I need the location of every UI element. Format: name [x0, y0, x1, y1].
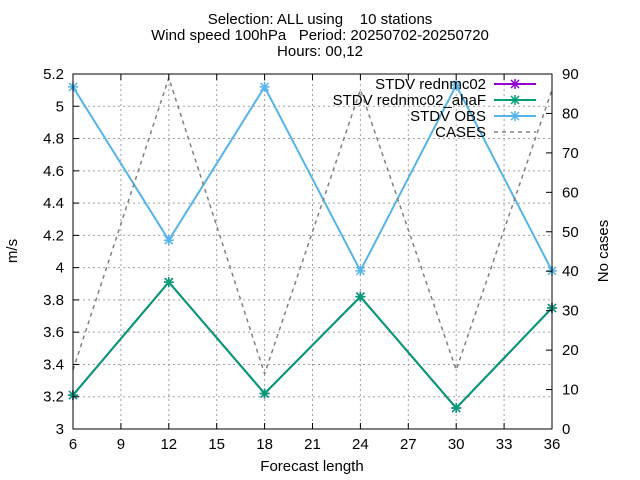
x-tick-label: 27 [400, 436, 417, 453]
x-tick-label: 21 [304, 436, 321, 453]
y2-tick-label: 80 [562, 105, 579, 122]
x-tick-label: 33 [496, 436, 513, 453]
y2-axis-label: No cases [595, 220, 612, 283]
y-tick-label: 5.2 [43, 66, 64, 83]
y-tick-label: 4.6 [43, 163, 64, 180]
y2-tick-label: 20 [562, 342, 579, 359]
y-tick-label: 3.8 [43, 292, 64, 309]
y-tick-label: 5 [56, 98, 64, 115]
y2-tick-label: 40 [562, 263, 579, 280]
y-tick-label: 3.4 [43, 356, 64, 373]
y2-tick-label: 90 [562, 66, 579, 83]
y2-tick-label: 30 [562, 303, 579, 320]
y-tick-label: 3 [56, 421, 64, 438]
legend-label: STDV rednmc02_ahaF [333, 92, 486, 109]
y2-tick-label: 70 [562, 145, 579, 162]
x-tick-label: 9 [117, 436, 125, 453]
x-tick-label: 12 [160, 436, 177, 453]
series-1 [68, 277, 557, 414]
y2-tick-label: 50 [562, 224, 579, 241]
x-tick-label: 24 [352, 436, 369, 453]
series-line [72, 83, 553, 274]
y-tick-label: 4 [56, 260, 64, 277]
series-3 [72, 75, 553, 377]
grid-lines [73, 74, 552, 429]
y-tick-label: 4.2 [43, 227, 64, 244]
x-tick-label: 6 [69, 436, 77, 453]
y-axis-label: m/s [4, 239, 21, 263]
chart-title-line-2: Wind speed 100hPa Period: 20250702-20250… [151, 27, 489, 44]
y-tick-label: 3.6 [43, 324, 64, 341]
x-tick-label: 36 [544, 436, 561, 453]
legend-label: STDV rednmc02 [375, 76, 486, 93]
y2-tick-label: 0 [562, 421, 570, 438]
y-tick-label: 3.2 [43, 389, 64, 406]
x-tick-label: 15 [208, 436, 225, 453]
legend-label: STDV OBS [410, 108, 486, 125]
series-line [72, 280, 553, 410]
axis-ticks: 6 9 12 15 18 21 24 27 30 33 36 3 3.2 3.4 3.6 3.8 4 4.2 4.4… [43, 66, 579, 453]
y-tick-label: 4.8 [43, 131, 64, 148]
x-axis-label: Forecast length [260, 458, 363, 475]
x-tick-label: 18 [256, 436, 273, 453]
y2-tick-label: 10 [562, 382, 579, 399]
chart-title-line-3: Hours: 00,12 [277, 43, 363, 60]
y-tick-label: 4.4 [43, 195, 64, 212]
series-line [72, 75, 553, 377]
x-tick-label: 30 [448, 436, 465, 453]
chart-title-line-1: Selection: ALL using 10 stations [207, 11, 433, 28]
legend-label: CASES [435, 124, 486, 141]
y2-tick-label: 60 [562, 184, 579, 201]
